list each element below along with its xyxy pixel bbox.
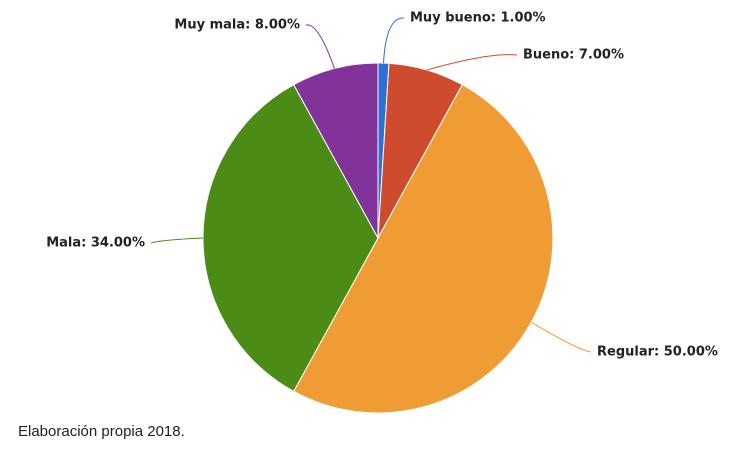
leader-line xyxy=(150,237,204,244)
data-label: Regular: 50.00% xyxy=(597,345,718,360)
leader-line xyxy=(305,24,335,69)
leader-line xyxy=(531,321,592,353)
data-label: Muy bueno: 1.00% xyxy=(410,11,546,26)
leader-line xyxy=(382,17,405,64)
data-label: Mala: 34.00% xyxy=(46,236,145,251)
leader-line xyxy=(426,54,518,71)
data-label: Muy mala: 8.00% xyxy=(174,18,300,33)
data-label: Bueno: 7.00% xyxy=(523,48,624,63)
source-note: Elaboración propia 2018. xyxy=(18,423,185,440)
